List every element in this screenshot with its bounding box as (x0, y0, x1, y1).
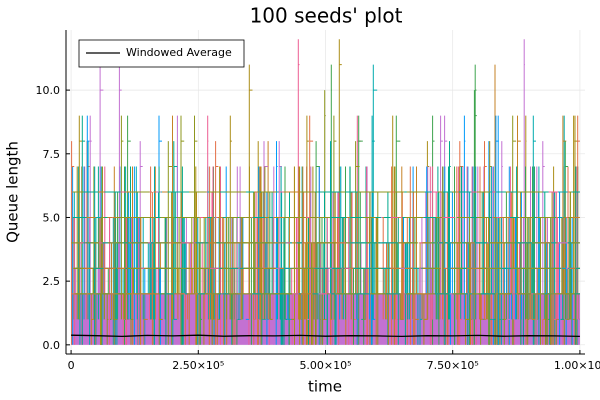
legend-label-windowed-average: Windowed Average (126, 46, 232, 59)
y-tick-label: 0.0 (43, 339, 61, 352)
y-tick-label: 10.0 (36, 84, 61, 97)
chart-title: 100 seeds' plot (250, 4, 403, 28)
legend: Windowed Average (78, 39, 245, 68)
y-axis-label: Queue length (4, 141, 22, 243)
x-tick-label: 0 (68, 359, 75, 372)
y-tick-label: 7.5 (43, 148, 61, 161)
y-tick-label: 5.0 (43, 211, 61, 224)
seed-series-group (71, 39, 580, 345)
y-axis-ticks: 0.0 2.5 5.0 7.5 10.0 (36, 84, 70, 352)
x-tick-label: 2.50×10⁵ (172, 359, 224, 372)
windowed-average-group (71, 334, 580, 338)
x-tick-label: 7.50×10⁵ (427, 359, 479, 372)
x-tick-label: 5.00×10⁵ (299, 359, 351, 372)
y-tick-label: 2.5 (43, 275, 61, 288)
x-axis-ticks: 0 2.50×10⁵ 5.00×10⁵ 7.50×10⁵ 1.00×10⁶ (68, 350, 600, 372)
x-axis-label: time (308, 378, 342, 396)
windowed-average-line (71, 334, 580, 338)
x-tick-label: 1.00×10⁶ (554, 359, 600, 372)
